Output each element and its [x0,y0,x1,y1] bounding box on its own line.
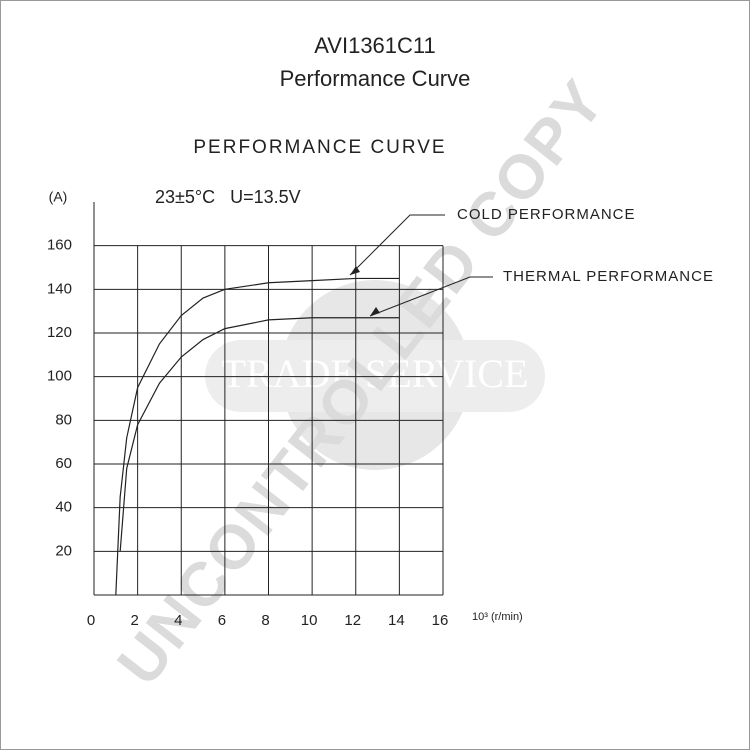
leader-line [349,214,445,276]
y-tick-label: 140 [47,280,72,297]
x-tick-label: 14 [388,612,405,629]
watermark-circle [280,280,470,470]
series-label: COLD PERFORMANCE [457,206,636,223]
series-line [119,317,400,552]
y-tick-label: 160 [47,237,72,254]
y-axis-label: (A) [49,189,68,205]
watermark-text: TRADE SERVICE [222,351,529,396]
y-tick-label: 40 [55,499,72,516]
x-tick-label: 0 [87,612,95,629]
x-tick-label: 8 [261,612,269,629]
y-tick-label: 120 [47,324,72,341]
series-line [115,277,400,596]
x-axis-label: 10³ (r/min) [472,611,523,623]
chart-title: PERFORMANCE CURVE [193,137,446,158]
conditions: 23±5°C U=13.5V [155,187,301,207]
subtitle: Performance Curve [280,66,471,91]
x-tick-label: 2 [130,612,138,629]
x-tick-label: 6 [218,612,226,629]
watermark-band [205,340,545,412]
y-tick-label: 80 [55,411,72,428]
x-tick-label: 16 [432,612,449,629]
x-tick-label: 4 [174,612,182,629]
y-tick-label: 60 [55,455,72,472]
x-tick-label: 12 [344,612,361,629]
arrow-head [370,307,380,316]
arrow-head [350,266,360,275]
series-label: THERMAL PERFORMANCE [503,268,714,285]
x-tick-label: 10 [301,612,318,629]
y-tick-label: 100 [47,368,72,385]
y-tick-label: 20 [55,542,72,559]
title: AVI1361C11 [314,33,436,58]
leader-line [369,276,493,317]
